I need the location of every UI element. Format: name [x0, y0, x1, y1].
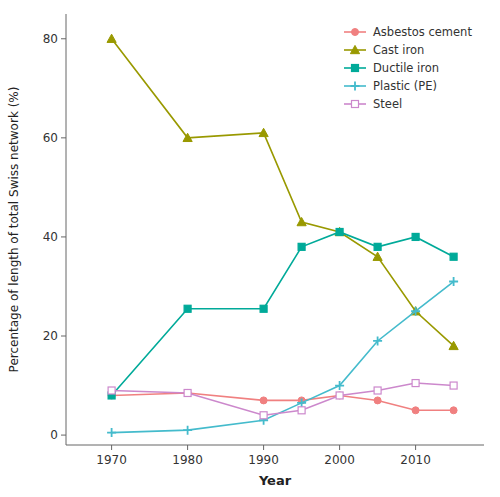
point-marker	[374, 387, 381, 394]
point-marker	[184, 305, 191, 312]
legend-marker	[352, 101, 359, 108]
point-marker	[412, 233, 419, 240]
point-marker	[260, 397, 267, 404]
legend-marker	[351, 82, 360, 91]
x-tick	[415, 445, 416, 450]
point-marker	[336, 392, 343, 399]
x-tick	[187, 445, 188, 450]
point-marker	[259, 128, 268, 136]
point-marker	[335, 227, 344, 235]
series	[108, 389, 457, 413]
point-marker	[336, 392, 343, 399]
legend-marker	[352, 65, 359, 72]
point-marker	[449, 277, 458, 286]
y-tick-label: 0	[50, 428, 58, 442]
point-marker	[260, 412, 267, 419]
point-marker	[374, 243, 381, 250]
series	[107, 277, 458, 437]
point-marker	[449, 341, 458, 349]
y-tick	[61, 435, 66, 436]
x-tick	[111, 445, 112, 450]
x-axis-line	[66, 445, 484, 446]
y-tick	[61, 137, 66, 138]
x-tick-label: 2010	[400, 453, 431, 467]
point-marker	[374, 397, 381, 404]
series-line	[112, 383, 454, 415]
x-tick-label: 1970	[96, 453, 127, 467]
series-line	[112, 393, 454, 410]
legend-marker	[352, 29, 359, 36]
point-marker	[336, 228, 343, 235]
y-tick	[61, 236, 66, 237]
point-marker	[297, 398, 306, 407]
point-marker	[184, 389, 191, 396]
x-tick-label: 1990	[248, 453, 279, 467]
legend: Asbestos cement Cast iron Ductile iron Plas…	[336, 18, 478, 118]
series	[108, 380, 457, 419]
x-tick	[339, 445, 340, 450]
legend-item: Steel	[344, 97, 402, 111]
legend-label: Asbestos cement	[373, 25, 472, 39]
point-marker	[373, 252, 382, 260]
point-marker	[297, 217, 306, 225]
point-marker	[184, 389, 191, 396]
y-axis-label: Percentage of length of total Swiss netw…	[7, 87, 21, 373]
legend-background	[336, 18, 478, 118]
point-marker	[183, 133, 192, 141]
axes: 1970 1980 1990 2000 2010 0 20 40 60 80	[43, 14, 484, 467]
legend-marker	[350, 45, 359, 53]
point-marker	[412, 380, 419, 387]
legend-item: Cast iron	[344, 43, 424, 57]
legend-label: Ductile iron	[373, 61, 439, 75]
y-tick	[61, 38, 66, 39]
point-marker	[107, 428, 116, 437]
legend-item: Ductile iron	[344, 61, 439, 75]
legend-item: Plastic (PE)	[344, 79, 437, 93]
x-tick-label: 2000	[324, 453, 355, 467]
y-tick-label: 20	[43, 329, 58, 343]
x-tick	[263, 445, 264, 450]
y-axis-line	[66, 14, 67, 445]
y-tick-label: 80	[43, 32, 58, 46]
legend-label: Plastic (PE)	[373, 79, 437, 93]
series-line	[112, 39, 454, 346]
series	[107, 34, 458, 349]
y-tick-label: 40	[43, 230, 58, 244]
point-marker	[450, 407, 457, 414]
legend-label: Cast iron	[373, 43, 424, 57]
y-tick	[61, 336, 66, 337]
point-marker	[412, 407, 419, 414]
point-marker	[373, 336, 382, 345]
point-marker	[411, 307, 420, 316]
series-line	[112, 232, 454, 395]
x-tick-label: 1980	[172, 453, 203, 467]
chart: 1970 1980 1990 2000 2010 0 20 40 60 80 Year Percent…	[0, 0, 500, 497]
series	[108, 228, 457, 398]
x-axis-label: Year	[258, 473, 292, 488]
point-marker	[183, 426, 192, 435]
point-marker	[335, 381, 344, 390]
point-marker	[298, 243, 305, 250]
series-line	[112, 282, 454, 433]
point-marker	[450, 253, 457, 260]
point-marker	[260, 305, 267, 312]
point-marker	[450, 382, 457, 389]
point-marker	[298, 407, 305, 414]
legend-label: Steel	[373, 97, 402, 111]
legend-item: Asbestos cement	[344, 25, 472, 39]
point-marker	[108, 387, 115, 394]
point-marker	[107, 34, 116, 42]
y-tick-label: 60	[43, 131, 58, 145]
